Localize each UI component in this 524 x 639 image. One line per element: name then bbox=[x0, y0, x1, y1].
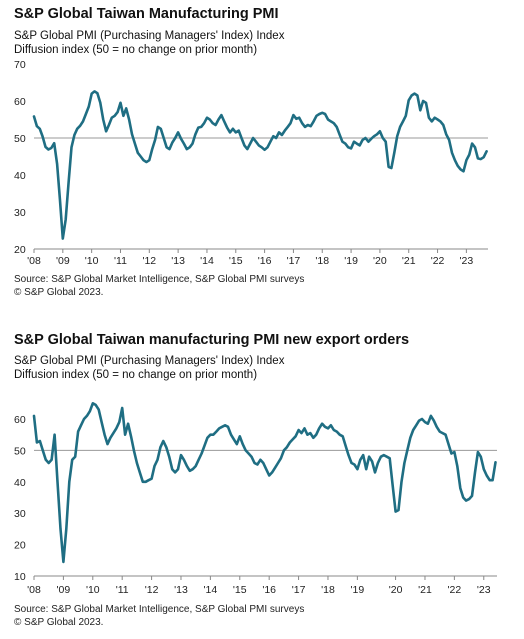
x-tick-label: '23 bbox=[477, 584, 491, 596]
x-tick-label: '10 bbox=[86, 584, 100, 596]
series-line bbox=[32, 90, 488, 240]
x-tick-label: '15 bbox=[229, 255, 243, 267]
chart-subtitle: S&P Global PMI (Purchasing Managers' Ind… bbox=[14, 30, 285, 42]
x-tick-label: '20 bbox=[373, 255, 387, 267]
source-note: Source: S&P Global Market Intelligence, … bbox=[14, 604, 305, 615]
x-tick-label: '13 bbox=[174, 584, 188, 596]
y-tick-label: 60 bbox=[14, 414, 26, 426]
y-tick-label: 50 bbox=[14, 133, 26, 145]
y-tick-label: 30 bbox=[14, 207, 26, 219]
x-tick-label: '11 bbox=[116, 584, 129, 596]
x-tick-label: '18 bbox=[315, 255, 329, 267]
x-tick-label: '16 bbox=[262, 584, 276, 596]
y-tick-label: 40 bbox=[14, 170, 26, 182]
series-line bbox=[32, 402, 497, 564]
x-tick-label: '19 bbox=[344, 255, 358, 267]
y-tick-label: 40 bbox=[14, 477, 26, 489]
chart-panel-export-orders: S&P Global Taiwan manufacturing PMI new … bbox=[0, 320, 524, 639]
y-tick-label: 30 bbox=[14, 508, 26, 520]
chart-subtitle: S&P Global PMI (Purchasing Managers' Ind… bbox=[14, 355, 285, 367]
x-tick-label: '19 bbox=[351, 584, 365, 596]
x-tick-label: '09 bbox=[56, 255, 70, 267]
x-tick-label: '12 bbox=[145, 584, 159, 596]
y-tick-label: 50 bbox=[14, 445, 26, 457]
chart-panel-pmi: S&P Global Taiwan Manufacturing PMI S&P … bbox=[14, 6, 488, 298]
x-tick-label: '14 bbox=[204, 584, 218, 596]
x-tick-label: '22 bbox=[431, 255, 445, 267]
x-tick-label: '09 bbox=[57, 584, 71, 596]
copyright-note: © S&P Global 2023. bbox=[14, 287, 104, 298]
chart-title: S&P Global Taiwan manufacturing PMI new … bbox=[14, 332, 410, 348]
pmi-line-chart: 20 30 40 50 60 70 '08 '09 '10 '11 '12 '13 '14 '15 '16 '… bbox=[14, 59, 488, 267]
source-note: Source: S&P Global Market Intelligence, … bbox=[14, 274, 305, 285]
x-tick-label: '15 bbox=[233, 584, 247, 596]
copyright-note: © S&P Global 2023. bbox=[14, 617, 104, 628]
x-tick-label: '10 bbox=[85, 255, 99, 267]
x-tick-label: '18 bbox=[321, 584, 335, 596]
x-tick-label: '21 bbox=[402, 255, 416, 267]
chart-subtitle-units: Diffusion index (50 = no change on prior… bbox=[14, 44, 258, 56]
chart-title: S&P Global Taiwan Manufacturing PMI bbox=[14, 6, 279, 22]
y-tick-label: 60 bbox=[14, 96, 26, 108]
x-tick-label: '16 bbox=[258, 255, 272, 267]
export-orders-line-chart: 10 20 30 40 50 60 '08 '09 '10 '11 '12 '13 '14 '15 '16 '… bbox=[14, 402, 497, 596]
x-tick-label: '08 bbox=[27, 255, 41, 267]
x-tick-label: '11 bbox=[114, 255, 127, 267]
x-tick-label: '21 bbox=[418, 584, 432, 596]
y-tick-label: 20 bbox=[14, 540, 26, 552]
x-tick-label: '13 bbox=[171, 255, 185, 267]
x-tick-label: '14 bbox=[200, 255, 214, 267]
x-tick-label: '12 bbox=[142, 255, 156, 267]
x-tick-label: '20 bbox=[389, 584, 403, 596]
y-tick-label: 10 bbox=[14, 571, 26, 583]
x-tick-label: '08 bbox=[27, 584, 41, 596]
y-tick-label: 70 bbox=[14, 59, 26, 71]
y-tick-label: 20 bbox=[14, 244, 26, 256]
x-tick-label: '17 bbox=[292, 584, 306, 596]
x-tick-label: '17 bbox=[287, 255, 301, 267]
x-tick-label: '22 bbox=[448, 584, 462, 596]
chart-subtitle-units: Diffusion index (50 = no change on prior… bbox=[14, 369, 258, 381]
x-tick-label: '23 bbox=[460, 255, 474, 267]
